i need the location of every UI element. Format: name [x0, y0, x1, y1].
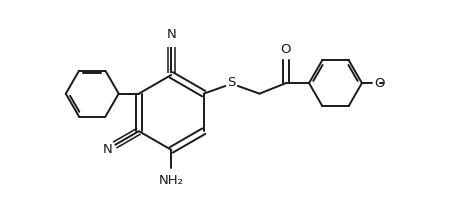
Text: O: O — [281, 43, 291, 56]
Text: N: N — [166, 28, 176, 41]
Text: N: N — [103, 143, 113, 156]
Text: NH₂: NH₂ — [159, 174, 184, 187]
Text: O: O — [374, 77, 384, 90]
Text: S: S — [228, 76, 236, 89]
